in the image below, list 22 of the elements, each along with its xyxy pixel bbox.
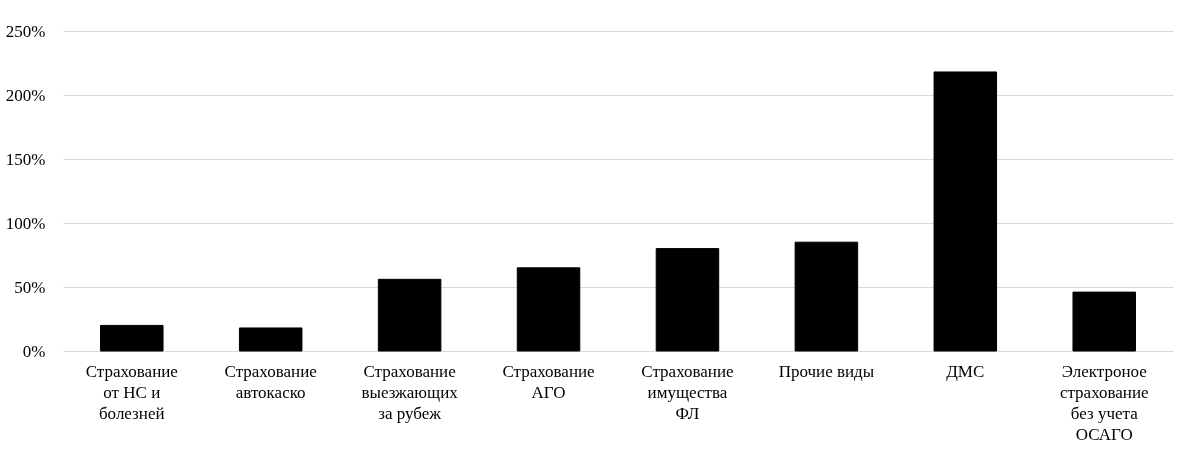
y-tick-label: 150% [5, 149, 46, 169]
x-tick-label: Страхование АГО [502, 361, 595, 402]
x-tick-label: Страхование имущества ФЛ [641, 361, 734, 423]
bar [794, 241, 859, 352]
bar [516, 267, 581, 352]
x-tick-label: ДМС [946, 361, 985, 381]
x-tick-label: Страхование автокаско [224, 361, 317, 402]
bar [238, 327, 303, 352]
y-tick-label: 50% [14, 277, 46, 297]
y-tick-label: 250% [5, 21, 46, 41]
x-tick-label: Страхование выезжающих за рубеж [361, 361, 459, 423]
bar [655, 248, 720, 352]
bar [933, 71, 998, 352]
bar [1072, 291, 1136, 352]
x-tick-label: Страхование от НС и болезней [85, 361, 178, 423]
x-tick-label: Электроное страхование без учета ОСАГО [1059, 361, 1149, 444]
y-tick-label: 100% [5, 213, 46, 233]
x-tick-label: Прочие виды [778, 361, 875, 381]
bar [100, 324, 164, 352]
y-tick-label: 200% [5, 85, 46, 105]
y-tick-label: 0% [22, 341, 46, 361]
bar [377, 278, 442, 352]
